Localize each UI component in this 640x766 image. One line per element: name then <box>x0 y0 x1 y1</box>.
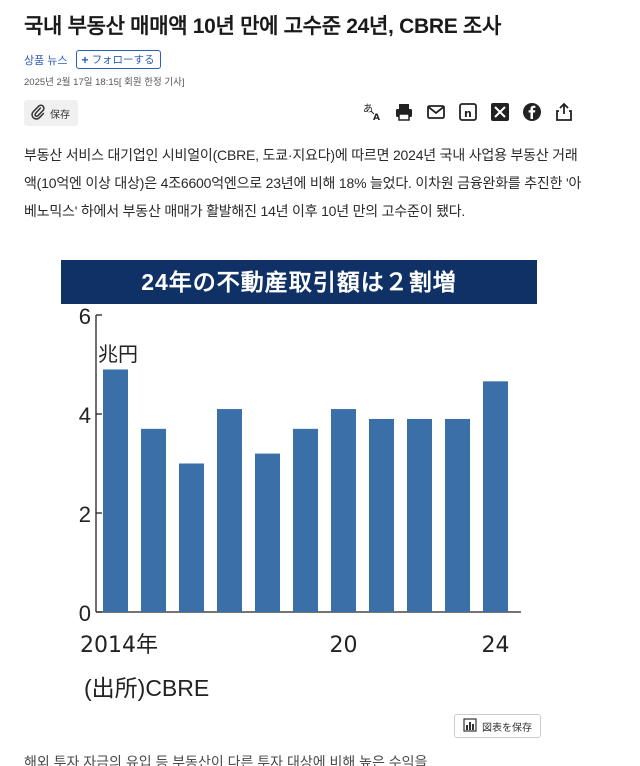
save-figure-button[interactable]: 図表を保存 <box>454 714 541 738</box>
svg-text:あ: あ <box>363 103 373 115</box>
y-tick-label: 0 <box>79 601 91 626</box>
svg-text:A: A <box>373 113 380 122</box>
bar-2018 <box>255 453 280 612</box>
x-tick-label: 24 <box>482 633 510 658</box>
meta-row: 상품 뉴스 + フォローする <box>24 50 161 69</box>
plus-icon: + <box>81 52 89 67</box>
bar-2014 <box>103 369 128 612</box>
y-axis-unit-label: 兆円 <box>98 342 138 366</box>
x-tick-label: 2014年 <box>80 633 158 658</box>
bar-2022 <box>407 418 432 612</box>
save-figure-label: 図表を保存 <box>482 722 532 734</box>
bar-2024 <box>483 381 508 612</box>
bar-2016 <box>179 463 204 612</box>
publish-date: 2025년 2월 17일 18:15[ 회원 한정 기사] <box>24 77 185 88</box>
follow-label: フォローする <box>91 54 155 66</box>
y-tick-label: 2 <box>79 502 91 527</box>
article-headline: 국내 부동산 매매액 10년 만에 고수준 24년, CBRE 조사 <box>24 15 501 38</box>
chart-title: 24年の不動産取引額は２割増 <box>61 260 537 304</box>
bar-2019 <box>293 428 318 612</box>
save-label: 保存 <box>50 109 70 121</box>
note-icon[interactable]: n <box>458 102 478 122</box>
facebook-icon[interactable] <box>522 102 542 122</box>
print-icon[interactable] <box>394 102 414 122</box>
y-tick-label: 6 <box>79 304 91 329</box>
bar-2023 <box>445 418 470 612</box>
chart-source: (出所)CBRE <box>84 675 210 701</box>
bar-2021 <box>369 418 394 612</box>
save-button[interactable]: 保存 <box>24 100 78 126</box>
svg-text:n: n <box>464 107 472 120</box>
bar-2020 <box>331 409 356 612</box>
x-icon[interactable] <box>490 102 510 122</box>
follow-button[interactable]: + フォローする <box>75 50 161 69</box>
bar-2015 <box>141 428 166 612</box>
category-link[interactable]: 상품 뉴스 <box>24 54 68 67</box>
chart-figure: 24年の不動産取引額は２割増 0 2 4 6 兆円 2014年 20 24 (出所)CBRE <box>38 255 540 705</box>
clip-icon <box>30 104 46 123</box>
bar-2017 <box>217 409 242 612</box>
chart-icon <box>463 717 477 735</box>
share-icon[interactable] <box>554 102 574 122</box>
y-tick-label: 4 <box>79 403 91 428</box>
article-next-paragraph: 해외 투자 자금의 유입 등 부동산이 다른 투자 대상에 비해 높은 수익을 <box>24 754 428 766</box>
article-body: 부동산 서비스 대기업인 시비얼이(CBRE, 도쿄·지요다)에 따르면 202… <box>24 147 582 219</box>
x-tick-label: 20 <box>330 633 358 658</box>
mail-icon[interactable] <box>426 102 446 122</box>
